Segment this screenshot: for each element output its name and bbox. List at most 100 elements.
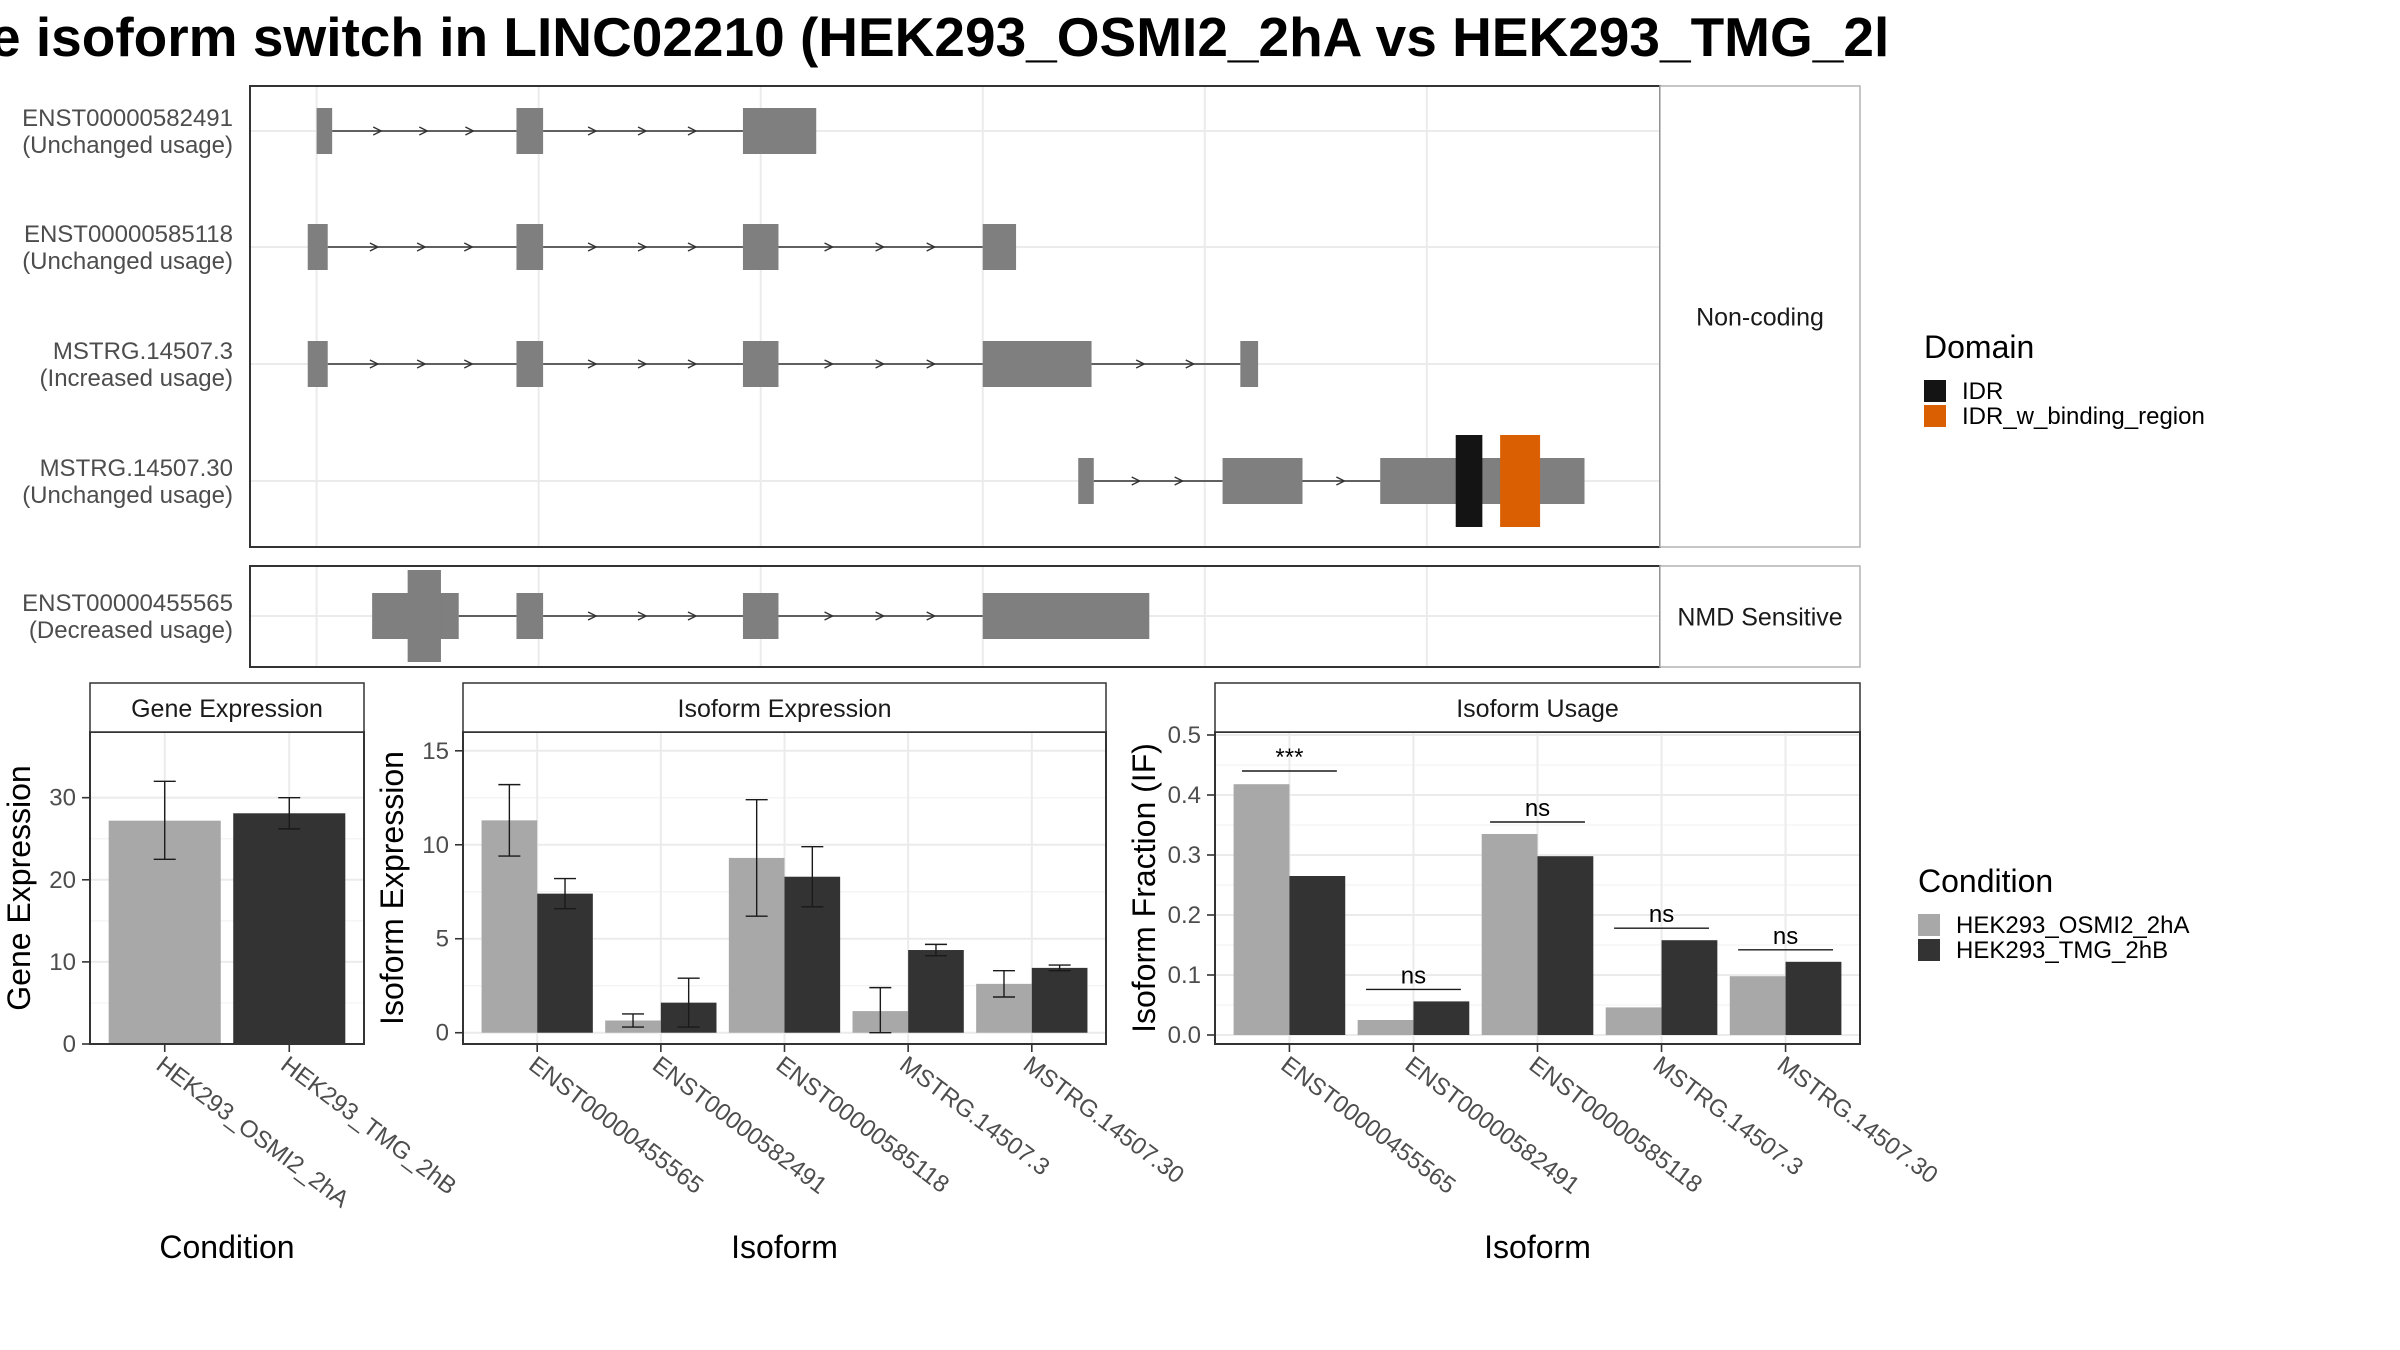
domain-legend-swatch bbox=[1924, 405, 1946, 427]
y-axis-title: Gene Expression bbox=[1, 765, 37, 1010]
intron-arrow bbox=[463, 359, 474, 369]
transcript-id-label: ENST00000455565 bbox=[22, 590, 233, 617]
panel-strip-label: Isoform Usage bbox=[1456, 695, 1619, 723]
transcript-usage-label: (Unchanged usage) bbox=[22, 248, 233, 275]
exon bbox=[307, 341, 328, 387]
significance-label: ns bbox=[1773, 923, 1798, 950]
structure-strip bbox=[1659, 85, 1861, 548]
y-axis-title: Isoform Expression bbox=[374, 751, 410, 1025]
significance-label: *** bbox=[1275, 744, 1303, 771]
bar-gene-expression bbox=[233, 813, 346, 1044]
transcript-id-label: MSTRG.14507.30 bbox=[40, 455, 233, 482]
transcript-id-label: MSTRG.14507.3 bbox=[53, 338, 233, 365]
intron-arrow bbox=[416, 359, 427, 369]
intron-arrow bbox=[372, 126, 383, 136]
domain-legend-title: Domain bbox=[1924, 329, 2034, 365]
intron-arrow bbox=[465, 126, 475, 136]
x-axis-title: Condition bbox=[159, 1229, 294, 1265]
intron-arrow bbox=[637, 359, 648, 369]
intron-arrow bbox=[687, 611, 698, 621]
bar-isoform-usage bbox=[1289, 876, 1346, 1035]
y-tick-label: 0 bbox=[63, 1031, 76, 1058]
exon bbox=[982, 593, 1150, 639]
y-tick-label: 0.1 bbox=[1168, 962, 1201, 989]
structure-strip-label: Non-coding bbox=[1696, 304, 1824, 332]
bar-isoform-usage bbox=[1481, 834, 1538, 1035]
y-tick-label: 30 bbox=[49, 785, 76, 812]
intron-arrow bbox=[824, 611, 835, 621]
intron-arrow bbox=[687, 359, 698, 369]
intron-arrow bbox=[1131, 476, 1142, 486]
intron-arrow bbox=[1135, 359, 1146, 369]
bar-isoform-expression bbox=[908, 950, 964, 1033]
panel-strip bbox=[1214, 682, 1861, 733]
bar-isoform-usage bbox=[1357, 1020, 1414, 1035]
bar-isoform-expression bbox=[537, 893, 593, 1033]
intron-arrow bbox=[637, 611, 648, 621]
y-tick-label: 5 bbox=[436, 926, 449, 953]
transcript-ENST00000582491 bbox=[316, 108, 817, 154]
condition-legend-title: Condition bbox=[1918, 863, 2053, 899]
exon bbox=[742, 224, 779, 270]
exon bbox=[516, 341, 544, 387]
exon bbox=[982, 341, 1092, 387]
transcript-ENST00000455565 bbox=[372, 570, 1150, 662]
domain-legend-swatch bbox=[1924, 380, 1946, 402]
y-tick-label: 15 bbox=[422, 738, 449, 765]
exon bbox=[1222, 458, 1303, 504]
condition-legend-label: HEK293_OSMI2_2hA bbox=[1956, 912, 2189, 939]
transcript-usage-label: (Unchanged usage) bbox=[22, 132, 233, 159]
intron-arrow bbox=[587, 611, 598, 621]
exon bbox=[316, 108, 333, 154]
domain-idr-w-binding-region bbox=[1500, 435, 1541, 527]
intron-arrow bbox=[369, 359, 380, 369]
domain-idr bbox=[1455, 435, 1483, 527]
y-tick-label: 0.5 bbox=[1168, 722, 1201, 749]
intron-arrow bbox=[687, 126, 698, 136]
transcript-usage-label: (Decreased usage) bbox=[29, 617, 233, 644]
transcript-MSTRG.14507.3 bbox=[307, 341, 1259, 387]
significance-label: ns bbox=[1525, 795, 1550, 822]
y-tick-label: 20 bbox=[49, 867, 76, 894]
transcript-usage-label: (Increased usage) bbox=[40, 365, 233, 392]
structure-strip-label: NMD Sensitive bbox=[1677, 604, 1842, 632]
exon bbox=[742, 108, 817, 154]
panel-strip bbox=[462, 682, 1107, 733]
intron-arrow bbox=[926, 242, 937, 252]
bar-isoform-usage bbox=[1605, 1007, 1662, 1035]
intron-arrow bbox=[637, 242, 648, 252]
intron-arrow bbox=[1185, 359, 1196, 369]
intron-arrow bbox=[369, 242, 380, 252]
exon bbox=[1078, 458, 1094, 504]
intron-arrow bbox=[637, 126, 648, 136]
bar-isoform-usage bbox=[1661, 940, 1718, 1035]
condition-legend-label: HEK293_TMG_2hB bbox=[1956, 937, 2168, 964]
y-tick-label: 0.4 bbox=[1168, 782, 1201, 809]
intron-arrow bbox=[463, 242, 474, 252]
structure-strip bbox=[1659, 565, 1861, 668]
bar-isoform-usage bbox=[1413, 1001, 1470, 1035]
intron-arrow bbox=[926, 611, 937, 621]
x-axis-title: Isoform bbox=[731, 1229, 838, 1265]
y-tick-label: 0 bbox=[436, 1020, 449, 1047]
significance-label: ns bbox=[1649, 901, 1674, 928]
intron-arrow bbox=[1174, 476, 1185, 486]
condition-legend-swatch bbox=[1918, 914, 1940, 936]
exon bbox=[1240, 341, 1259, 387]
bar-isoform-usage bbox=[1537, 856, 1594, 1035]
coding-exon bbox=[407, 570, 441, 662]
bar-isoform-usage bbox=[1233, 784, 1290, 1035]
figure-title: e isoform switch in LINC02210 (HEK293_OS… bbox=[0, 6, 1889, 68]
structure-group-0: Non-coding bbox=[249, 85, 1861, 548]
exon bbox=[516, 108, 544, 154]
bar-isoform-usage bbox=[1785, 961, 1842, 1035]
exon bbox=[516, 593, 544, 639]
expression-panels: Gene Expression0102030HEK293_OSMI2_2hAHE… bbox=[1, 682, 1943, 1265]
domain-legend-label: IDR bbox=[1962, 378, 2003, 405]
y-tick-label: 10 bbox=[49, 949, 76, 976]
